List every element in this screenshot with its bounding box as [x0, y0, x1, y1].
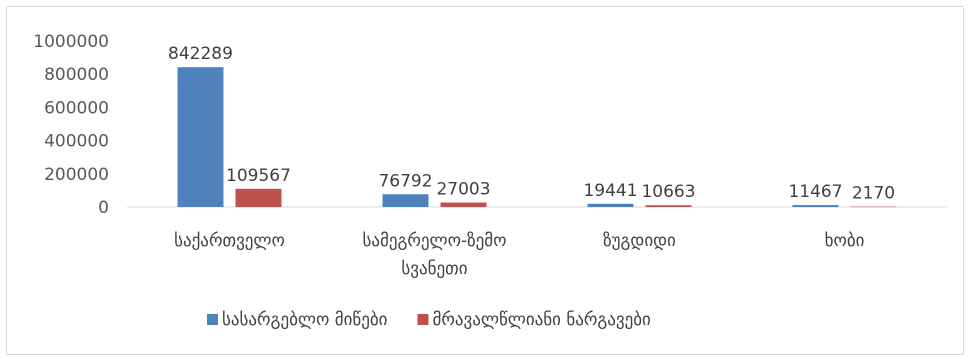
- y-tick-label: 400000: [44, 132, 109, 152]
- y-axis-ticks: 0 200000 400000 600000 800000 1000000: [33, 32, 109, 218]
- bar: [440, 202, 487, 207]
- y-tick-label: 1000000: [33, 32, 109, 52]
- legend-label: მრავალწლიანი ნარგავები: [432, 310, 650, 330]
- bar: [235, 188, 282, 207]
- legend-swatch: [207, 314, 218, 325]
- category-label: ზუგდიდი: [603, 231, 676, 251]
- data-label: 10663: [641, 182, 695, 202]
- category-label: სამეგრელო-ზემო: [362, 231, 506, 251]
- bar: [645, 205, 692, 207]
- bar: [850, 206, 897, 208]
- category-label: საქართველო: [174, 231, 285, 251]
- legend-swatch: [417, 314, 429, 325]
- data-label: 2170: [852, 184, 895, 204]
- data-label: 842289: [168, 44, 233, 64]
- data-label: 109567: [226, 166, 291, 186]
- bar-chart: 0 200000 400000 600000 800000 1000000 842289 1…: [33, 32, 947, 330]
- chart-frame: 0 200000 400000 600000 800000 1000000 842289 1…: [6, 6, 964, 355]
- bar: [382, 194, 429, 207]
- data-label: 76792: [378, 171, 432, 191]
- bars: [177, 67, 897, 208]
- y-tick-label: 600000: [44, 98, 109, 118]
- category-label: ხობი: [825, 231, 865, 251]
- y-tick-label: 0: [98, 198, 109, 218]
- bar: [177, 67, 224, 207]
- data-label: 19441: [583, 181, 637, 201]
- data-label: 11467: [788, 182, 842, 202]
- y-tick-label: 200000: [44, 165, 109, 185]
- bar: [587, 203, 634, 207]
- category-label: სვანეთი: [401, 259, 467, 279]
- data-label: 27003: [436, 180, 490, 200]
- legend: სასარგებლო მიწები მრავალწლიანი ნარგავები: [207, 310, 651, 330]
- data-labels: 842289 109567 76792 27003 19441 10663 11467 217…: [168, 44, 895, 203]
- legend-label: სასარგებლო მიწები: [222, 310, 387, 330]
- y-tick-label: 800000: [44, 65, 109, 85]
- category-labels: საქართველო სამეგრელო-ზემო სვანეთი ზუგდიდი ხო…: [174, 231, 864, 279]
- bar: [792, 205, 839, 207]
